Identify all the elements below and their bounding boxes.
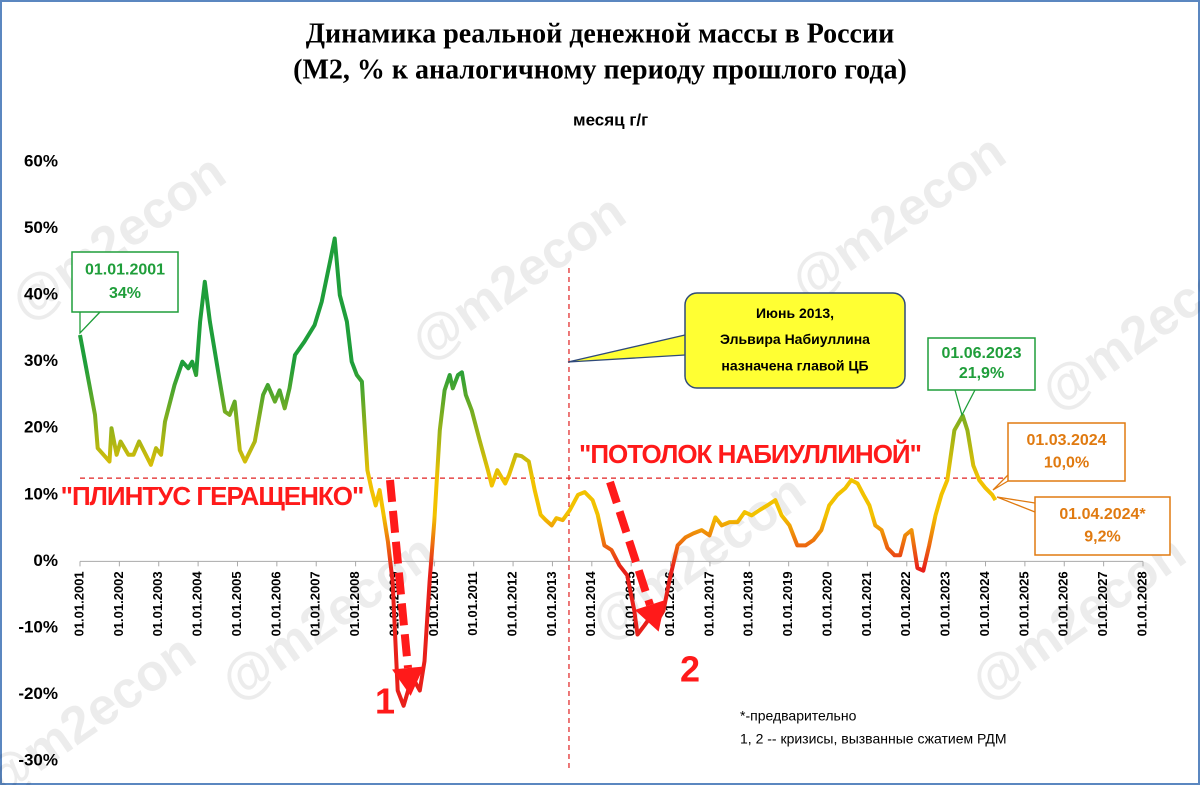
callout-text: 21,9% (959, 365, 1004, 382)
x-tick-label: 01.01.2007 (308, 571, 323, 636)
x-tick-label: 01.01.2005 (229, 571, 244, 636)
x-tick-label: 01.01.2004 (190, 571, 205, 637)
x-tick-label: 01.01.2006 (268, 571, 283, 636)
x-tick-label: 01.01.2019 (780, 571, 795, 636)
callout-text: 01.04.2024* (1059, 506, 1146, 523)
x-tick-label: 01.01.2026 (1056, 571, 1071, 636)
chart-subtitle: (М2, % к аналогичному периоду прошлого г… (293, 54, 907, 85)
x-tick-label: 01.01.2016 (662, 571, 677, 636)
crisis-arrowhead (392, 666, 424, 696)
callout-box (927, 337, 1036, 391)
ceiling-label: "ПОТОЛОК НАБИУЛЛИНОЙ" (579, 439, 921, 469)
x-tick-label: 01.01.2003 (150, 571, 165, 636)
y-tick-label: -20% (18, 684, 58, 703)
callout-text: 10,0% (1044, 454, 1089, 471)
x-tick-label: 01.01.2011 (465, 571, 480, 635)
crisis-label: 1 (375, 681, 395, 722)
callout-box (684, 292, 906, 389)
legend-label: месяц г/г (573, 110, 648, 129)
floor-label: "ПЛИНТУС ГЕРАЩЕНКО" (61, 481, 364, 511)
x-tick-label: 01.01.2020 (819, 571, 834, 636)
callout-pointer (992, 474, 1009, 491)
x-tick-label: 01.01.2008 (347, 571, 362, 636)
x-tick-label: 01.01.2017 (701, 571, 716, 636)
x-tick-label: 01.01.2028 (1134, 571, 1149, 636)
callout-text: Эльвира Набиуллина (720, 331, 870, 347)
note: *-предварительно (740, 708, 857, 724)
note: 1, 2 -- кризисы, вызванные сжатием РДМ (740, 731, 1007, 747)
crisis-label: 2 (680, 649, 700, 690)
callout-pointer (996, 496, 1036, 513)
crisis-arrowhead (634, 600, 666, 632)
x-tick-label: 01.01.2021 (859, 571, 874, 636)
callout-pointer (567, 334, 686, 363)
crisis-arrow (386, 479, 412, 669)
x-tick-label: 01.01.2018 (741, 571, 756, 636)
y-tick-label: 50% (24, 218, 58, 237)
x-tick-label: 01.01.2014 (583, 571, 598, 637)
series-line (78, 236, 998, 708)
callout-text: 01.01.2001 (85, 262, 165, 279)
y-tick-label: -30% (18, 750, 58, 769)
y-tick-label: 60% (24, 151, 58, 170)
y-tick-label: 10% (24, 484, 58, 503)
x-tick-label: 01.01.2012 (505, 571, 520, 636)
callout-text: Июнь 2013, (756, 305, 834, 321)
callout-text: 01.03.2024 (1026, 432, 1106, 449)
callout-text: 01.06.2023 (941, 345, 1021, 362)
callout-text: назначена главой ЦБ (721, 358, 868, 374)
x-tick-label: 01.01.2001 (71, 571, 86, 636)
callout-box (1034, 496, 1171, 556)
chart-title: Динамика реальной денежной массы в Росси… (306, 18, 894, 49)
x-tick-label: 01.01.2022 (898, 571, 913, 636)
y-tick-label: 40% (24, 285, 58, 304)
y-tick-label: 20% (24, 418, 58, 437)
callout-pointer (79, 311, 101, 335)
x-tick-label: 01.01.2024 (977, 571, 992, 637)
callout-text: 9,2% (1084, 528, 1120, 545)
y-tick-label: -10% (18, 617, 58, 636)
y-tick-label: 30% (24, 351, 58, 370)
x-tick-label: 01.01.2013 (544, 571, 559, 636)
x-tick-label: 01.01.2027 (1095, 571, 1110, 636)
x-tick-label: 01.01.2025 (1016, 571, 1031, 636)
callout-box (71, 251, 179, 313)
y-tick-label: 0% (33, 551, 58, 570)
callout-text: 34% (109, 285, 141, 302)
x-tick-label: 01.01.2002 (111, 571, 126, 636)
crisis-arrow (606, 480, 654, 607)
callout-pointer (954, 389, 976, 417)
callout-box (1007, 422, 1126, 482)
x-tick-label: 01.01.2023 (938, 571, 953, 636)
